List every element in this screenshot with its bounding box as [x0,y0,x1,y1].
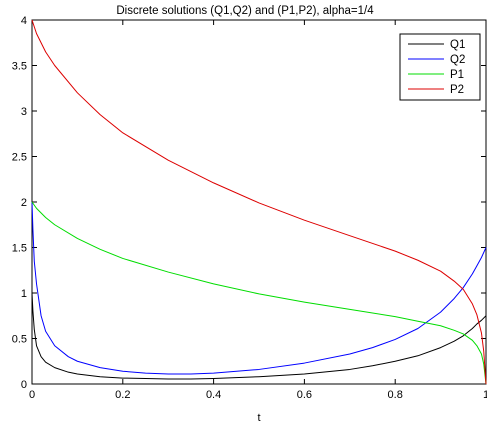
chart-title: Discrete solutions (Q1,Q2) and (P1,P2), … [116,5,374,17]
x-tick-label: 0.6 [297,389,312,401]
legend-label-q2: Q2 [450,54,465,66]
x-tick-label: 0.2 [115,389,130,401]
y-axis-ticks: 0 0.5 1 1.5 2 2.5 3 3.5 4 [12,15,486,391]
x-tick-label: 1 [483,389,487,401]
series-line-q2 [31,201,487,375]
x-tick-label: 0 [29,389,35,401]
y-tick-label: 2 [21,197,27,209]
series-line-p2 [31,19,487,385]
y-tick-label: 3 [21,106,27,118]
x-axis-ticks: 0 0.2 0.4 0.6 0.8 1 [29,20,487,401]
y-tick-label: 2.5 [12,152,27,164]
x-tick-label: 0.4 [206,389,221,401]
series-line-q1 [31,292,487,380]
y-tick-label: 0.5 [12,334,27,346]
legend: Q1 Q2 P1 P2 [399,33,481,101]
y-tick-label: 3.5 [12,61,27,73]
y-tick-label: 0 [21,379,27,391]
x-axis-label: t [257,412,260,424]
x-tick-label: 0.8 [388,389,403,401]
y-tick-label: 1 [21,288,27,300]
series-line-p1 [31,201,487,385]
series-layer [31,19,487,385]
legend-label-p1: P1 [450,69,464,81]
legend-label-q1: Q1 [450,39,465,51]
legend-label-p2: P2 [450,84,464,96]
y-tick-label: 4 [21,15,27,27]
y-tick-label: 1.5 [12,243,27,255]
